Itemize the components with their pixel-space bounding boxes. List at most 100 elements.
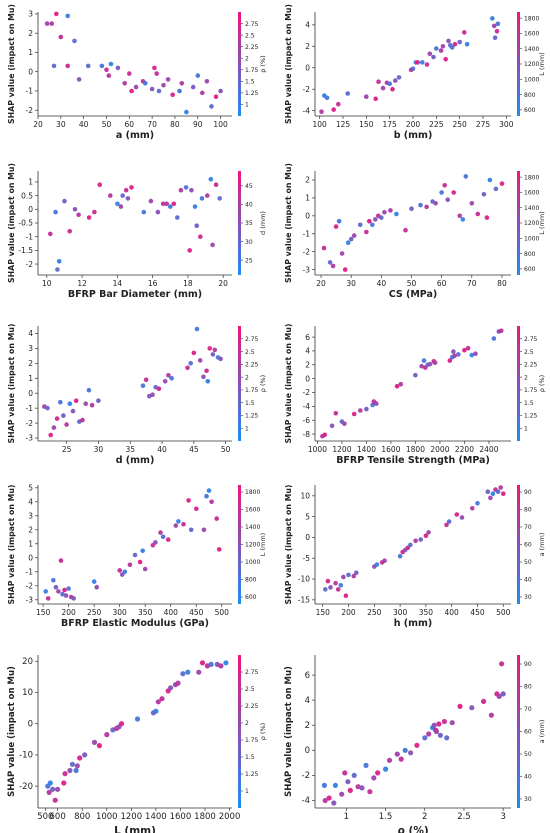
chart-panel-5: 25 30 35 40 45 50 -3 -2 -1 0 1 2 3 4 d (mm) SHAP value … [7, 324, 267, 466]
data-point [118, 721, 125, 727]
colorbar-tick-label: 1.5 [245, 79, 255, 86]
y-tick-label: 0 [28, 67, 33, 76]
colorbar-tick-label: 2.5 [524, 349, 534, 356]
data-point [331, 800, 337, 806]
data-point [402, 747, 408, 753]
data-point [108, 193, 113, 198]
scatter-points [48, 176, 222, 272]
data-point [91, 739, 98, 746]
data-point [142, 566, 148, 572]
data-point [351, 411, 357, 417]
x-tick-label: 1400 [145, 812, 167, 822]
colorbar-tick-label: 1000 [524, 76, 539, 83]
data-point [396, 75, 402, 80]
data-point [443, 56, 449, 62]
data-point [43, 589, 48, 594]
scatter-points [323, 485, 506, 598]
y-tick-label: 0 [305, 374, 310, 383]
y-tick-label: -2 [303, 247, 311, 256]
x-tick-label: 500 [215, 608, 230, 617]
y-axis-label: SHAP value (impact on Mu) [284, 666, 294, 797]
data-point [441, 718, 447, 725]
colorbar-tick-label: 1000 [524, 235, 539, 242]
data-point [153, 540, 158, 545]
colorbar-tick-label: 30 [245, 239, 253, 246]
colorbar-tick-label: 70 [524, 524, 532, 531]
data-point [331, 107, 337, 112]
data-point [74, 763, 80, 769]
data-point [65, 63, 70, 69]
colorbar-tick-label: 1200 [524, 61, 539, 68]
colorbar-tick-label: 800 [524, 92, 536, 99]
colorbar-label: d (mm) [259, 211, 267, 235]
colorbar-tick-label: 2.25 [245, 703, 259, 710]
data-point [418, 202, 423, 208]
colorbar-tick-label: 40 [524, 577, 532, 584]
x-tick-label: 30 [56, 120, 66, 129]
colorbar-tick-label: 1200 [524, 220, 539, 227]
data-point [445, 197, 451, 202]
colorbar-tick-label: 90 [524, 661, 532, 668]
data-point [460, 217, 466, 222]
data-point [188, 361, 193, 366]
data-point [61, 413, 66, 418]
data-point [437, 732, 443, 738]
data-point [115, 201, 120, 207]
data-point [96, 398, 101, 404]
data-point [123, 187, 129, 193]
data-point [140, 548, 145, 554]
data-point [414, 742, 420, 748]
data-point [336, 218, 342, 224]
data-point [162, 379, 168, 384]
x-tick-label: 450 [470, 608, 485, 617]
x-tick-label: 150 [316, 608, 331, 617]
x-tick-label: 3 [500, 812, 505, 822]
y-tick-label: -6 [303, 416, 311, 425]
colorbar-tick-label: 1.25 [245, 413, 259, 420]
data-point [56, 259, 62, 264]
data-point [434, 46, 439, 51]
data-point [418, 537, 424, 542]
data-point [495, 21, 501, 27]
data-point [351, 233, 357, 238]
data-point [426, 530, 431, 535]
data-point [158, 530, 163, 535]
data-point [491, 23, 497, 29]
data-point [58, 399, 63, 405]
data-point [330, 263, 336, 269]
y-tick-label: -4 [303, 402, 311, 411]
y-tick-label: 4 [28, 329, 33, 338]
data-point [49, 21, 54, 26]
data-point [47, 780, 53, 786]
data-point [194, 223, 199, 228]
data-point [196, 669, 202, 675]
data-point [171, 201, 177, 207]
x-axis-label: BFRP Bar Diameter (mm) [68, 289, 202, 300]
data-point [439, 190, 444, 195]
data-point [213, 182, 219, 187]
data-point [456, 352, 461, 357]
data-point [485, 489, 491, 495]
data-point [364, 229, 369, 235]
data-point [373, 217, 378, 222]
y-tick-label: -2 [26, 419, 34, 428]
x-tick-label: 1.5 [379, 812, 393, 822]
colorbar-tick-label: 1 [245, 788, 249, 795]
data-point [150, 392, 155, 398]
data-point [45, 405, 50, 411]
y-tick-label: 10 [22, 688, 33, 698]
colorbar-tick-label: 1400 [524, 46, 539, 53]
y-tick-label: -5 [303, 554, 311, 563]
colorbar-tick-label: 2.75 [245, 669, 259, 676]
colorbar-tick-label: 45 [245, 183, 253, 190]
x-tick-label: 20 [218, 279, 228, 288]
data-point [89, 402, 95, 408]
data-point [45, 596, 51, 601]
data-point [321, 782, 327, 789]
data-point [336, 101, 341, 107]
data-point [205, 379, 211, 384]
x-tick-label: 12 [77, 279, 87, 288]
data-point [188, 527, 194, 533]
